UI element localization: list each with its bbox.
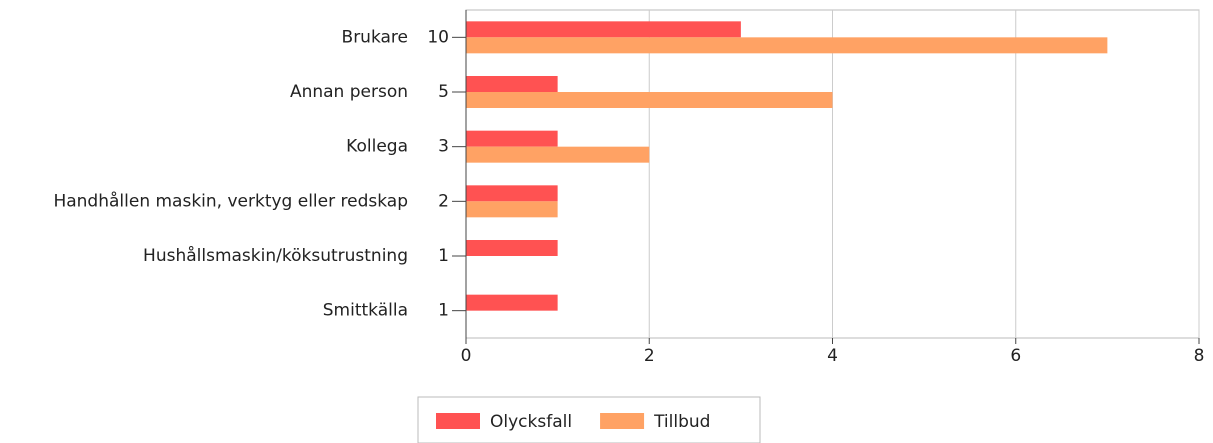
bar xyxy=(466,21,741,38)
total-label: 2 xyxy=(438,191,449,211)
bar xyxy=(466,130,558,147)
total-label: 1 xyxy=(438,246,449,266)
legend-swatch xyxy=(600,413,645,429)
legend-label: Olycksfall xyxy=(490,412,572,432)
y-tick-label: Hushållsmaskin/köksutrustning xyxy=(143,245,408,266)
y-tick-label: Kollega xyxy=(346,137,408,157)
bar xyxy=(466,294,558,311)
x-tick-label: 2 xyxy=(644,346,655,366)
total-label: 5 xyxy=(438,82,449,102)
total-label: 10 xyxy=(427,27,449,47)
bar xyxy=(466,76,558,92)
total-label: 3 xyxy=(438,137,449,157)
legend-swatch xyxy=(436,413,480,429)
total-label: 1 xyxy=(438,301,449,321)
x-tick-label: 4 xyxy=(827,346,838,366)
y-tick-label: Smittkälla xyxy=(323,301,408,321)
y-tick-label: Annan person xyxy=(290,82,408,102)
x-tick-label: 6 xyxy=(1010,346,1021,366)
y-tick-label: Handhållen maskin, verktyg eller redskap xyxy=(53,190,408,211)
bar xyxy=(466,201,558,218)
x-tick-label: 0 xyxy=(461,346,472,366)
y-tick-label: Brukare xyxy=(342,27,408,47)
legend-label: Tillbud xyxy=(653,412,710,432)
x-tick-label: 8 xyxy=(1194,346,1205,366)
bar xyxy=(466,240,558,256)
bar xyxy=(466,146,650,163)
bar xyxy=(466,185,558,202)
bar xyxy=(466,92,833,108)
bar xyxy=(466,37,1108,54)
